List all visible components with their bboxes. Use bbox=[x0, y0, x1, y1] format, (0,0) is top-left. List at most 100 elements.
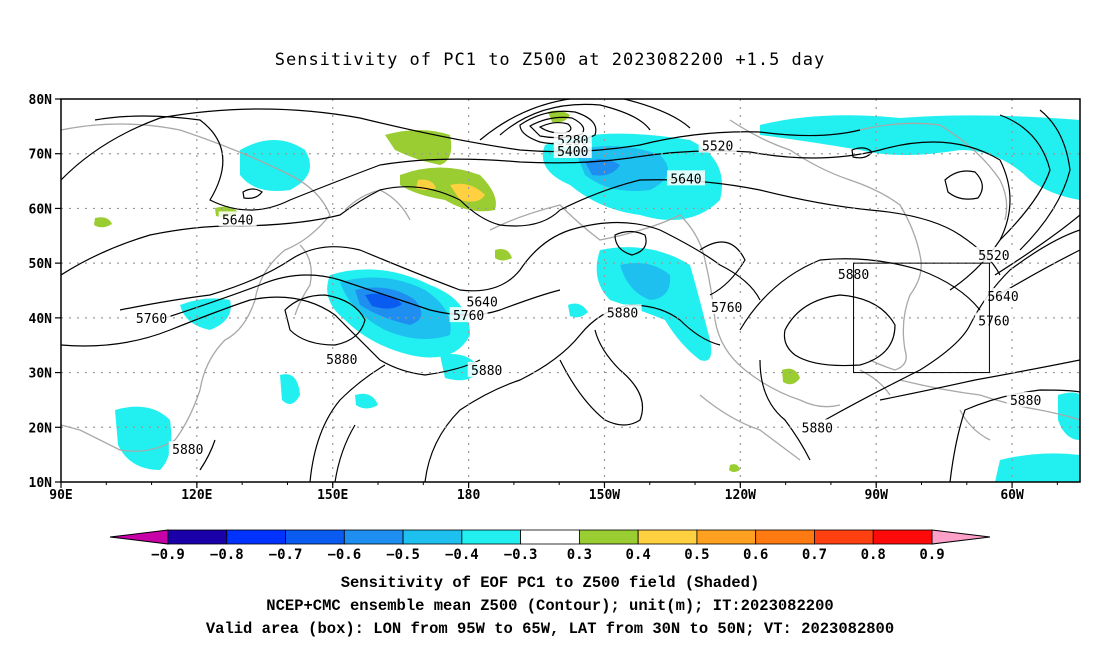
z500-contour bbox=[944, 170, 983, 200]
positive-sensitivity-patch bbox=[548, 110, 570, 123]
colorbar-swatch bbox=[696, 529, 757, 545]
negative-sensitivity-patch bbox=[760, 115, 1080, 200]
colorbar-swatch bbox=[755, 529, 815, 545]
caption-line-1: Sensitivity of EOF PC1 to Z500 field (Sh… bbox=[340, 574, 760, 592]
z500-contour bbox=[424, 304, 721, 482]
contour-label: 5640 bbox=[987, 290, 1018, 305]
contour-label: 5880 bbox=[802, 421, 833, 436]
negative-sensitivity-patch bbox=[568, 303, 588, 318]
figure-title: Sensitivity of PC1 to Z500 at 2023082200… bbox=[274, 50, 826, 70]
colorbar: −0.9 −0.8 −0.7 −0.6 −0.5 −0.4 −0.3 0.3 0.4 0.5 0.6… bbox=[109, 529, 991, 563]
lon-tick-label: 180 bbox=[457, 488, 481, 503]
negative-sensitivity-patch bbox=[585, 159, 620, 176]
positive-sensitivity-patch bbox=[385, 130, 452, 165]
contour-label: 5880 bbox=[326, 353, 357, 368]
colorbar-swatch bbox=[578, 529, 639, 545]
colorbar-swatch bbox=[872, 529, 933, 545]
colorbar-label: −0.4 bbox=[445, 547, 479, 563]
contour-label: 5640 bbox=[467, 295, 498, 310]
lat-tick-label: 10N bbox=[29, 476, 53, 491]
colorbar-label: −0.9 bbox=[151, 547, 185, 563]
z500-contour bbox=[164, 274, 561, 319]
colorbar-label: 0.9 bbox=[919, 547, 944, 563]
z500-contour bbox=[851, 147, 873, 159]
lon-tick-label: 60W bbox=[1000, 488, 1024, 503]
sensitivity-shading bbox=[94, 110, 1080, 482]
negative-sensitivity-patch bbox=[355, 393, 378, 409]
z500-contour bbox=[499, 103, 651, 136]
lon-tick-label: 120E bbox=[181, 488, 212, 503]
colorbar-swatch bbox=[167, 529, 228, 545]
z500-contour bbox=[479, 99, 691, 141]
lat-tick-label: 40N bbox=[29, 312, 53, 327]
z500-contour bbox=[699, 241, 746, 296]
positive-sensitivity-patch bbox=[450, 183, 485, 202]
z500-contour bbox=[559, 329, 644, 426]
colorbar-label: 0.6 bbox=[743, 547, 768, 563]
positive-sensitivity-patch bbox=[495, 249, 512, 261]
z500-contour bbox=[759, 359, 811, 461]
z500-contour bbox=[994, 214, 1080, 276]
lat-tick-label: 50N bbox=[29, 257, 53, 272]
z500-contour bbox=[999, 114, 1051, 241]
lat-tick-label: 60N bbox=[29, 202, 53, 217]
z500-contour bbox=[783, 294, 896, 367]
z500-contour bbox=[284, 294, 366, 346]
contour-label: 5760 bbox=[136, 312, 167, 327]
contour-label: 5880 bbox=[1010, 394, 1041, 409]
colorbar-label: −0.5 bbox=[386, 547, 420, 563]
contour-label: 5400 bbox=[557, 145, 588, 160]
lat-tick-label: 80N bbox=[29, 93, 53, 108]
lon-tick-label: 120W bbox=[725, 488, 756, 503]
z500-contour bbox=[94, 115, 1011, 291]
colorbar-label: 0.3 bbox=[567, 547, 592, 563]
colorbar-label: 0.4 bbox=[626, 547, 651, 563]
z500-contour bbox=[61, 108, 861, 181]
colorbar-label: −0.6 bbox=[327, 547, 361, 563]
positive-sensitivity-patch bbox=[729, 464, 740, 472]
colorbar-label: −0.7 bbox=[269, 547, 303, 563]
colorbar-label: 0.8 bbox=[861, 547, 886, 563]
contour-label: 5640 bbox=[222, 213, 253, 228]
negative-sensitivity-patch bbox=[180, 298, 231, 330]
z500-contour bbox=[824, 229, 1080, 421]
map-border bbox=[60, 98, 1081, 483]
colorbar-low-extension bbox=[109, 529, 169, 545]
positive-sensitivity-patch bbox=[94, 217, 112, 228]
colorbar-swatch bbox=[226, 529, 286, 545]
caption-line-3: Valid area (box): LON from 95W to 65W, L… bbox=[205, 620, 895, 638]
colorbar-label: −0.8 bbox=[210, 547, 244, 563]
longitude-axis: 90E 120E 150E 180 150W 120W 90W 60W bbox=[49, 482, 1058, 503]
colorbar-swatch bbox=[285, 529, 345, 545]
colorbar-swatch bbox=[814, 529, 874, 545]
colorbar-swatch bbox=[637, 529, 698, 545]
z500-contour bbox=[614, 230, 647, 256]
lon-tick-label: 90E bbox=[49, 488, 72, 503]
z500-contour bbox=[334, 424, 356, 482]
contour-label: 5760 bbox=[978, 315, 1009, 330]
z500-contour bbox=[61, 296, 481, 376]
z500-contour bbox=[519, 110, 597, 145]
coastlines bbox=[61, 119, 1080, 461]
negative-sensitivity-patch bbox=[115, 406, 172, 470]
z500-contour bbox=[538, 121, 572, 134]
lat-tick-label: 70N bbox=[29, 148, 53, 163]
z500-contour bbox=[949, 389, 1080, 482]
contour-label: 5880 bbox=[172, 443, 203, 458]
contour-label: 5760 bbox=[711, 301, 742, 316]
colorbar-high-extension bbox=[931, 529, 991, 545]
lat-tick-label: 20N bbox=[29, 421, 53, 436]
colorbar-swatch bbox=[520, 529, 580, 545]
colorbar-label: 0.5 bbox=[684, 547, 709, 563]
colorbar-swatch bbox=[402, 529, 463, 545]
z500-contour bbox=[879, 359, 1080, 401]
latitude-axis: 80N 70N 60N 50N 40N 30N 20N 10N bbox=[29, 93, 61, 491]
contour-label: 5880 bbox=[607, 306, 638, 321]
contour-label: 5520 bbox=[978, 249, 1009, 264]
negative-sensitivity-patch bbox=[620, 262, 671, 300]
colorbar-label: −0.3 bbox=[504, 547, 538, 563]
z500-contour bbox=[199, 439, 216, 471]
lon-tick-label: 150W bbox=[589, 488, 620, 503]
